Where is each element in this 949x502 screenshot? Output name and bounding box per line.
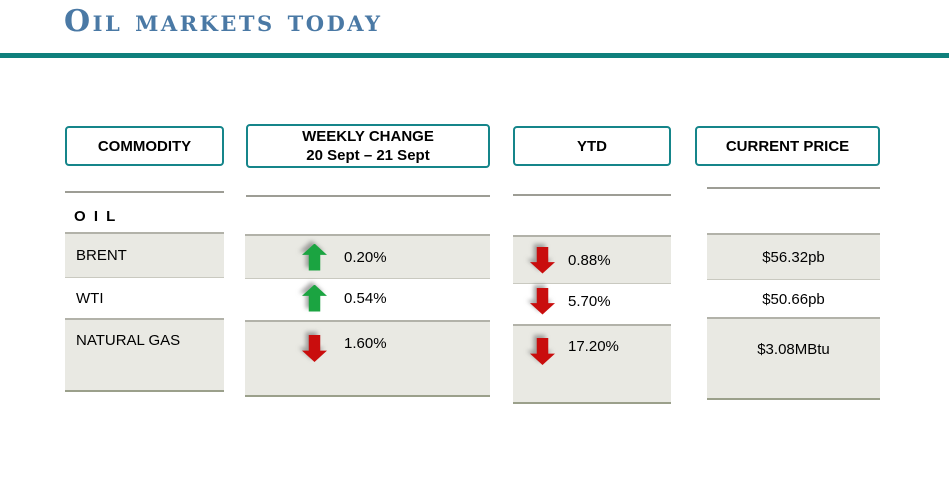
current-price-value: $50.66pb — [762, 291, 825, 308]
table-row-wti-weekly-change-cell: 0.54% — [245, 278, 490, 318]
commodity-column-header: COMMODITY — [65, 126, 224, 166]
current-price-column-header: CURRENT PRICE — [695, 126, 880, 166]
current-price-value: $56.32pb — [762, 248, 825, 266]
table-row-natural-gas-ytd-cell: 17.20% — [513, 324, 671, 404]
table-row-wti-current-price-cell: $50.66pb — [707, 281, 880, 318]
weekly-change-value: 1.60% — [344, 335, 387, 352]
oil-section-label: O I L — [74, 208, 118, 225]
down-arrow-icon — [530, 246, 555, 274]
table-row-natural-gas-current-price-cell: $3.08MBtu — [707, 317, 880, 400]
weekly-change-column-rule — [246, 195, 490, 197]
table-row-wti-commodity-cell: WTI — [65, 278, 224, 318]
commodity-name: BRENT — [76, 247, 127, 264]
commodity-header-label: COMMODITY — [97, 137, 192, 155]
ytd-value: 17.20% — [568, 338, 619, 355]
ytd-value: 5.70% — [568, 292, 611, 310]
table-row-wti-ytd-cell: 5.70% — [513, 284, 671, 318]
commodity-column-rule — [65, 191, 224, 193]
table-row-brent-ytd-cell: 0.88% — [513, 235, 671, 284]
weekly-change-header-line2: 20 Sept – 21 Sept — [306, 147, 430, 164]
ytd-column-rule — [513, 194, 671, 196]
table-row-brent-current-price-cell: $56.32pb — [707, 233, 880, 280]
weekly-change-header-line1: WEEKLY CHANGE — [302, 128, 434, 145]
weekly-change-column-header: WEEKLY CHANGE 20 Sept – 21 Sept — [246, 124, 490, 168]
down-arrow-icon — [530, 338, 555, 365]
down-arrow-icon — [530, 287, 555, 315]
commodity-name: NATURAL GAS — [76, 332, 181, 349]
up-arrow-icon — [302, 243, 327, 271]
current-price-value: $3.08MBtu — [757, 341, 830, 358]
ytd-header-label: YTD — [577, 137, 607, 155]
title-divider — [0, 53, 949, 58]
weekly-change-value: 0.20% — [344, 248, 387, 266]
table-row-natural-gas-commodity-cell: NATURAL GAS — [65, 318, 224, 392]
current-price-header-label: CURRENT PRICE — [725, 137, 850, 155]
ytd-column-header: YTD — [513, 126, 671, 166]
weekly-change-value: 0.54% — [344, 289, 387, 307]
up-arrow-icon — [302, 284, 327, 312]
table-row-brent-commodity-cell: BRENT — [65, 232, 224, 278]
table-row-brent-weekly-change-cell: 0.20% — [245, 234, 490, 279]
ytd-value: 0.88% — [568, 251, 611, 269]
commodity-name: WTI — [76, 289, 104, 307]
current-price-column-rule — [707, 187, 880, 189]
down-arrow-icon — [302, 335, 327, 362]
table-row-natural-gas-weekly-change-cell: 1.60% — [245, 320, 490, 397]
page-title: Oil markets today — [64, 4, 383, 39]
